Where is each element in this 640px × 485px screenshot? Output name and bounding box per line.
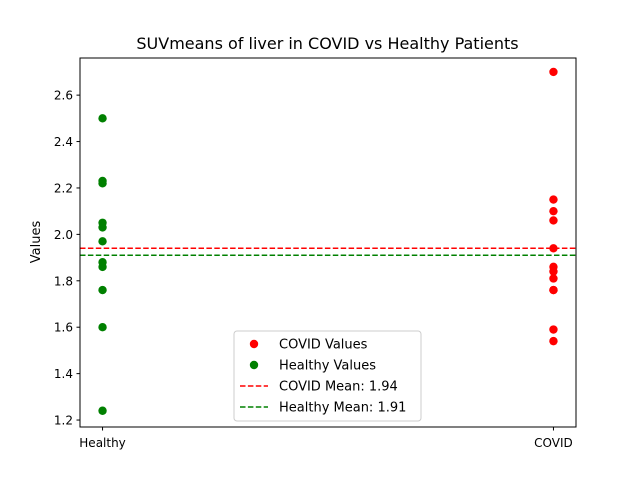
x-tick-label: Healthy — [79, 436, 126, 450]
y-tick-label: 1.2 — [54, 414, 73, 428]
y-tick-label: 1.6 — [54, 321, 73, 335]
data-point — [98, 323, 107, 332]
data-point — [98, 114, 107, 123]
legend-label: Healthy Mean: 1.91 — [279, 401, 406, 416]
y-tick-label: 2.0 — [54, 228, 73, 242]
axes: 1.2 1.4 1.6 1.8 2.0 2.2 2.4 2.6 Healthy COVID — [54, 89, 573, 450]
y-tick-label: 1.4 — [54, 367, 73, 381]
data-point — [549, 216, 558, 225]
legend: COVID Values Healthy Values COVID Mean: 1.… — [233, 330, 422, 422]
legend-marker — [249, 339, 259, 349]
legend-label: COVID Mean: 1.94 — [279, 380, 398, 395]
data-point — [98, 406, 107, 415]
y-tick-label: 2.2 — [54, 181, 73, 195]
data-point — [98, 179, 107, 188]
data-point — [549, 195, 558, 204]
data-point — [549, 336, 558, 346]
chart-title: SUVmeans of liver in COVID vs Healthy Pa… — [136, 34, 518, 53]
y-tick-label: 2.6 — [54, 89, 73, 103]
data-point — [549, 274, 558, 283]
legend-frame — [233, 330, 422, 422]
y-axis-label: Values — [29, 221, 44, 264]
legend-label: Healthy Values — [279, 359, 376, 374]
y-tick-label: 1.8 — [54, 274, 73, 288]
data-point — [549, 267, 558, 276]
data-point — [98, 223, 107, 232]
y-tick-label: 2.4 — [54, 135, 73, 149]
axes-frame — [79, 57, 577, 428]
data-point — [98, 262, 107, 272]
plot-area — [80, 67, 576, 415]
legend-marker — [249, 360, 259, 370]
data-point — [98, 237, 107, 246]
data-point — [549, 244, 558, 253]
legend-label: COVID Values — [279, 338, 368, 353]
data-point — [549, 206, 558, 216]
x-tick-label: COVID — [534, 436, 573, 450]
data-point — [549, 325, 558, 334]
data-point — [549, 67, 558, 77]
data-point — [549, 285, 558, 295]
data-point — [98, 285, 107, 295]
